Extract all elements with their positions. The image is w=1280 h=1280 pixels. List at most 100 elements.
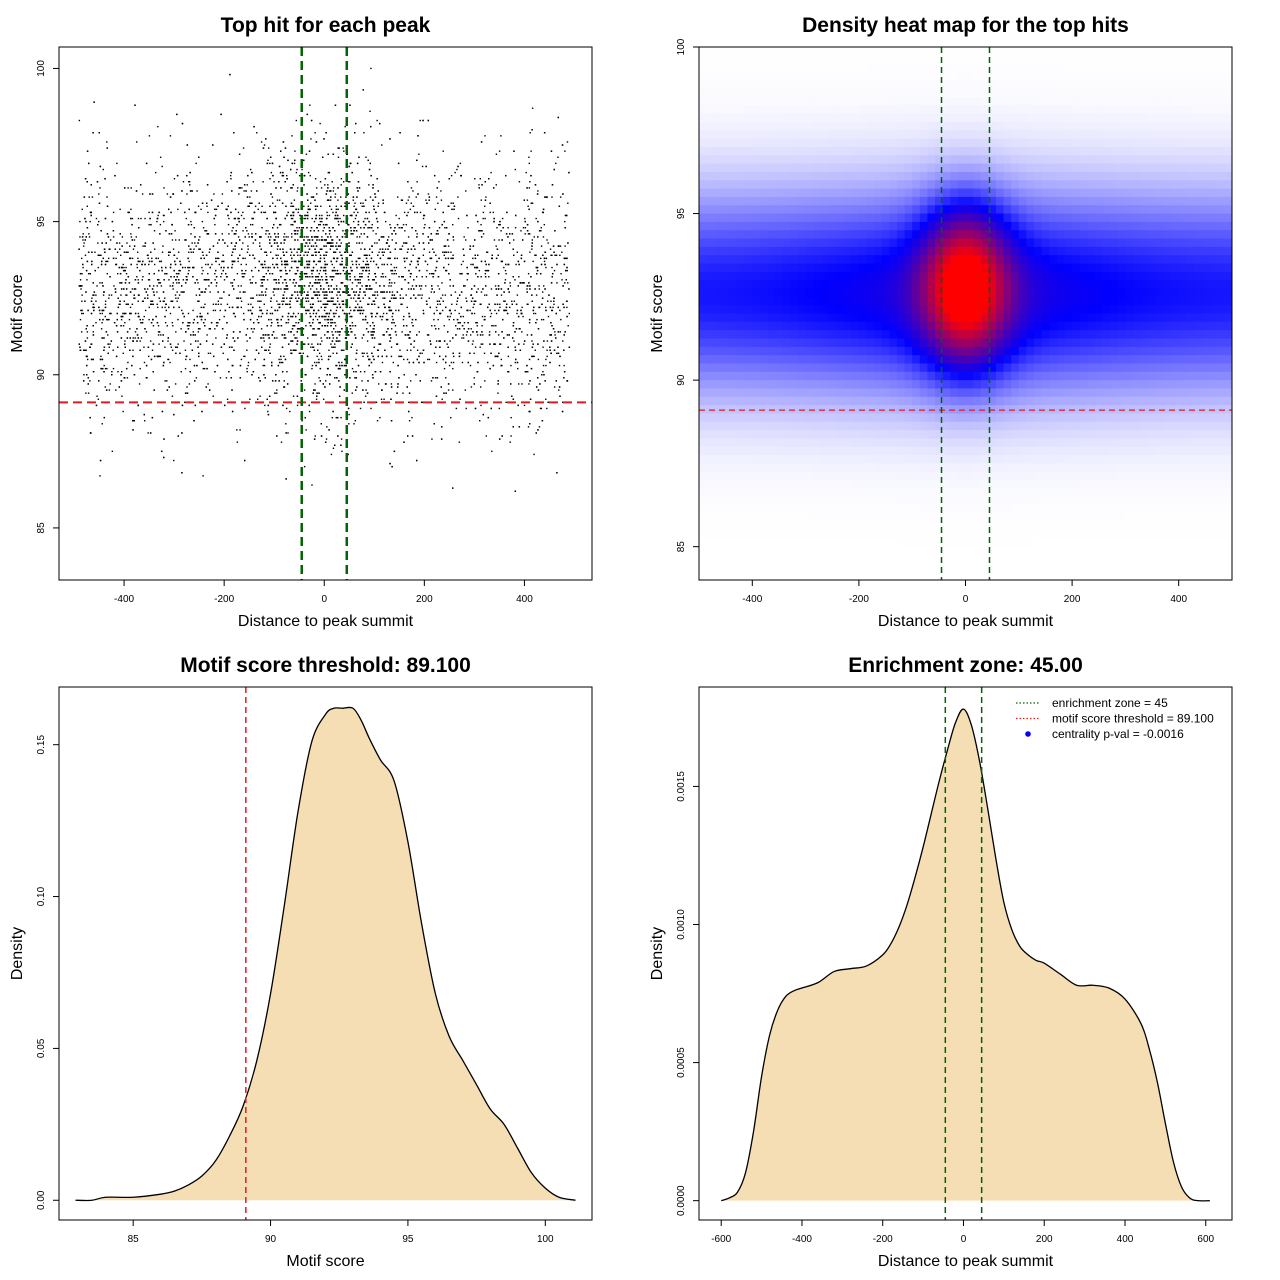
scatter-point: [286, 272, 288, 275]
scatter-point: [343, 312, 346, 315]
scatter-point: [373, 325, 375, 327]
scatter-point: [269, 266, 271, 269]
scatter-point: [503, 300, 505, 302]
scatter-point: [181, 122, 184, 125]
scatter-point: [340, 416, 342, 419]
scatter-point: [484, 205, 486, 207]
scatter-point: [79, 272, 82, 275]
scatter-point: [176, 282, 178, 284]
scatter-point: [147, 294, 149, 296]
scatter-point: [139, 349, 141, 351]
scatter-point: [313, 328, 315, 330]
scatter-point: [311, 297, 313, 299]
scatter-point: [383, 303, 385, 306]
scatter-point: [438, 181, 440, 183]
scatter-point: [321, 236, 323, 238]
scatter-point: [318, 214, 321, 217]
scatter-point: [231, 263, 234, 266]
scatter-point: [331, 340, 334, 342]
scatter-point: [197, 300, 199, 302]
scatter-point: [142, 318, 144, 321]
scatter-point: [335, 205, 338, 207]
scatter-point: [301, 168, 303, 171]
scatter-point: [305, 272, 308, 275]
scatter-point: [310, 245, 313, 247]
scatter-point: [120, 254, 122, 256]
scatter-point: [421, 294, 423, 296]
scatter-point: [86, 337, 89, 339]
scatter-point: [295, 171, 298, 174]
scatter-point: [400, 248, 403, 250]
scatter-point: [177, 297, 179, 299]
scatter-point: [348, 165, 350, 168]
scatter-point: [168, 306, 170, 309]
scatter-point: [550, 282, 553, 284]
scatter-point: [487, 269, 490, 272]
scatter-point: [532, 260, 534, 263]
scatter-point: [391, 269, 394, 272]
scatter-point: [148, 279, 151, 281]
scatter-point: [496, 303, 499, 306]
scatter-point: [343, 389, 345, 391]
scatter-point: [80, 309, 82, 312]
scatter-point: [312, 328, 314, 330]
scatter-point: [150, 251, 152, 253]
scatter-point: [330, 297, 333, 299]
scatter-point: [495, 312, 498, 315]
scatter-point: [553, 168, 555, 171]
scatter-point: [403, 315, 405, 318]
scatter-point: [443, 220, 446, 223]
scatter-point: [240, 285, 242, 287]
scatter-point: [129, 312, 131, 315]
scatter-point: [360, 233, 362, 235]
scatter-point: [177, 318, 179, 321]
scatter-point: [466, 309, 468, 312]
scatter-point: [403, 260, 406, 263]
scatter-point: [514, 227, 517, 229]
scatter-point: [222, 352, 224, 355]
scatter-point: [452, 389, 454, 391]
scatter-point: [549, 248, 552, 250]
scatter-point: [464, 389, 467, 391]
scatter-point: [92, 325, 94, 327]
scatter-point: [450, 361, 453, 364]
scatter-point: [557, 156, 559, 158]
scatter-point: [228, 294, 230, 296]
scatter-point: [528, 233, 531, 235]
scatter-point: [349, 306, 351, 309]
scatter-point: [390, 346, 393, 348]
scatter-point: [394, 325, 397, 327]
scatter-point: [285, 282, 288, 284]
scatter-point: [409, 208, 412, 211]
scatter-point: [458, 352, 461, 355]
scatter-point: [556, 352, 558, 355]
scatter-point: [437, 202, 439, 204]
scatter-point: [294, 233, 297, 235]
scatter-point: [239, 239, 241, 241]
scatter-point: [225, 272, 227, 275]
scatter-point: [197, 282, 199, 284]
scatter-point: [197, 340, 199, 342]
scatter-point: [159, 282, 161, 284]
scatter-point: [283, 263, 286, 266]
scatter-point: [179, 263, 182, 266]
scatter-point: [192, 334, 194, 336]
scatter-point: [236, 306, 238, 309]
scatter-point: [463, 328, 465, 330]
scatter-point: [263, 340, 265, 342]
scatter-point: [328, 429, 330, 431]
scatter-point: [120, 315, 122, 318]
scatter-point: [435, 266, 438, 269]
scatter-point: [134, 331, 137, 333]
scatter-point: [537, 328, 540, 330]
scatter-point: [161, 306, 163, 309]
scatter-point: [439, 346, 441, 348]
scatter-point: [337, 217, 339, 220]
scatter-point: [538, 306, 541, 309]
scatter-point: [249, 254, 251, 256]
scatter-point: [215, 208, 218, 211]
scatter-point: [497, 309, 500, 312]
scatter-point: [483, 352, 486, 355]
scatter-point: [184, 349, 187, 351]
scatter-point: [370, 125, 372, 128]
